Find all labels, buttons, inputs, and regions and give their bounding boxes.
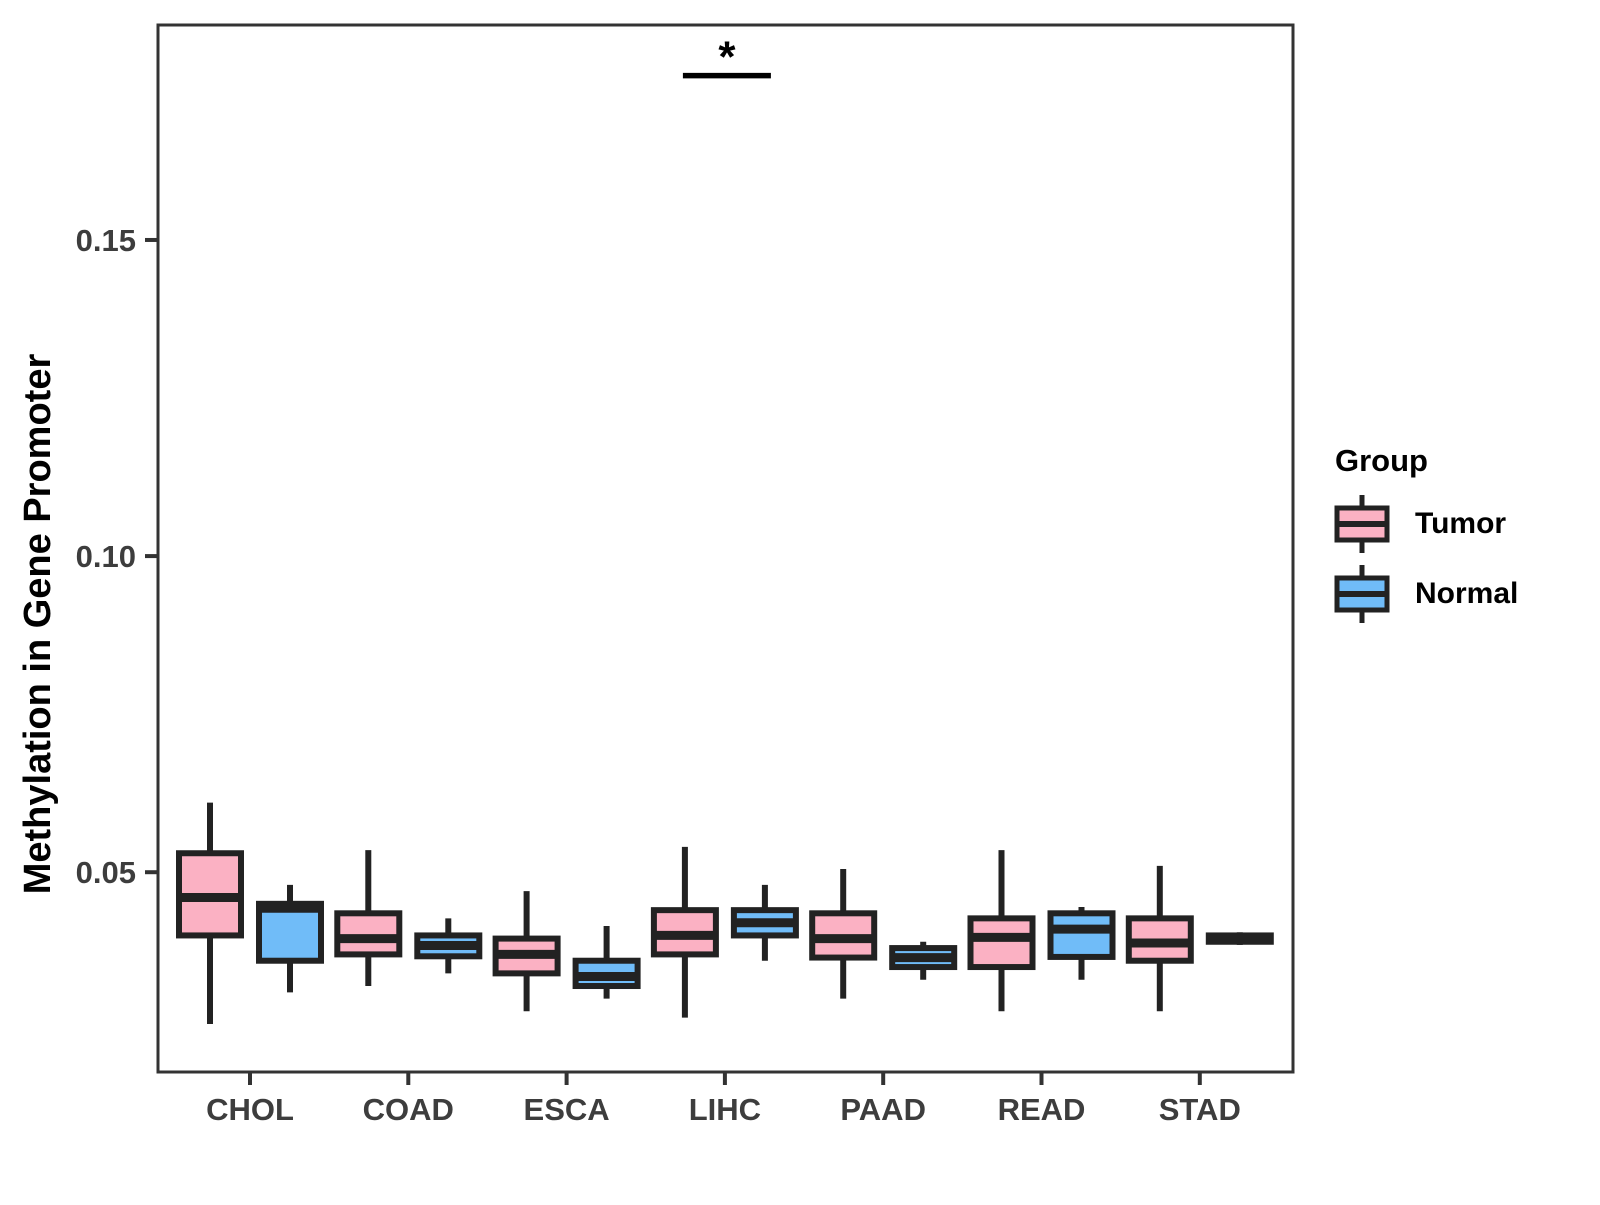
significance-star: * [718, 33, 736, 82]
plot-panel [156, 23, 1295, 1074]
legend-label: Normal [1415, 577, 1519, 610]
x-axis-label: PAAD [840, 1092, 926, 1127]
x-axis-label: STAD [1159, 1092, 1241, 1127]
legend-entries: Tumor Normal [1333, 493, 1518, 625]
legend-entry-normal: Normal [1333, 563, 1518, 625]
x-axis-label: ESCA [524, 1092, 610, 1127]
box-read-tumor [967, 915, 1036, 971]
legend-label: Tumor [1415, 507, 1507, 540]
box-coad-tumor [334, 910, 403, 958]
y-tick-label: 0.05 [76, 855, 136, 890]
x-axis-label: COAD [363, 1092, 454, 1127]
y-axis-title: Methylation in Gene Promoter [17, 353, 59, 895]
legend-key-normal-icon [1334, 565, 1390, 623]
legend-title: Group [1335, 443, 1428, 478]
box-read-normal [1047, 910, 1116, 960]
y-tick-label: 0.15 [76, 223, 136, 258]
legend: Group Tumor Normal [1333, 443, 1518, 633]
legend-entry-tumor: Tumor [1333, 493, 1518, 555]
x-axis-label: READ [998, 1092, 1086, 1127]
x-axis-label: LIHC [689, 1092, 761, 1127]
legend-key-tumor-icon [1334, 495, 1390, 553]
y-tick-label: 0.10 [76, 539, 136, 574]
x-axis-label: CHOL [206, 1092, 294, 1127]
